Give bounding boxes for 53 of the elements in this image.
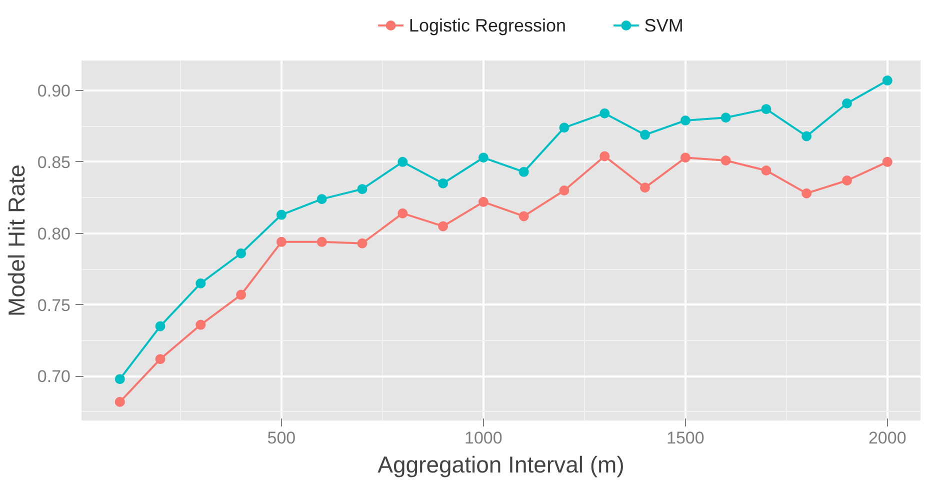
point — [842, 98, 852, 108]
point — [720, 112, 731, 123]
point — [398, 156, 408, 167]
point — [236, 248, 246, 258]
x-tick-label: 500 — [267, 428, 296, 448]
point — [802, 131, 812, 142]
point — [680, 152, 690, 163]
x-tick-label: 2000 — [868, 428, 906, 448]
y-tick-label: 0.75 — [37, 296, 71, 315]
point — [114, 374, 125, 384]
point — [882, 76, 892, 86]
y-axis-title: Model Hit Rate — [3, 164, 30, 317]
legend-label: SVM — [644, 16, 684, 36]
point — [559, 186, 570, 196]
point — [196, 320, 206, 330]
point — [316, 236, 327, 247]
point — [600, 151, 610, 162]
point — [518, 166, 529, 177]
point — [438, 221, 448, 232]
point — [640, 182, 650, 193]
point — [357, 184, 368, 194]
point — [842, 176, 852, 186]
point — [518, 211, 529, 222]
point — [478, 196, 488, 207]
point — [155, 354, 166, 364]
point — [761, 166, 772, 176]
point — [720, 156, 731, 166]
x-tick-label: 1500 — [666, 428, 704, 448]
point — [357, 238, 368, 248]
point — [640, 130, 650, 140]
point — [802, 188, 812, 198]
point — [155, 321, 166, 332]
point — [276, 236, 286, 247]
point — [559, 122, 570, 133]
point — [600, 108, 610, 118]
y-tick-label: 0.80 — [37, 224, 71, 244]
y-tick-label: 0.85 — [37, 152, 71, 172]
point — [236, 290, 246, 300]
x-axis-title: Aggregation Interval (m) — [378, 452, 624, 478]
y-tick-label: 0.70 — [37, 367, 71, 386]
point — [114, 396, 125, 407]
x-tick-label: 1000 — [464, 428, 502, 448]
point — [196, 278, 206, 288]
legend-label: Logistic Regression — [408, 16, 566, 36]
point — [478, 152, 488, 163]
point — [882, 156, 892, 167]
point — [438, 178, 448, 188]
point — [398, 208, 408, 218]
point — [680, 116, 690, 126]
point — [761, 104, 772, 114]
point — [316, 194, 327, 204]
point — [276, 210, 286, 220]
y-tick-label: 0.90 — [37, 82, 71, 100]
